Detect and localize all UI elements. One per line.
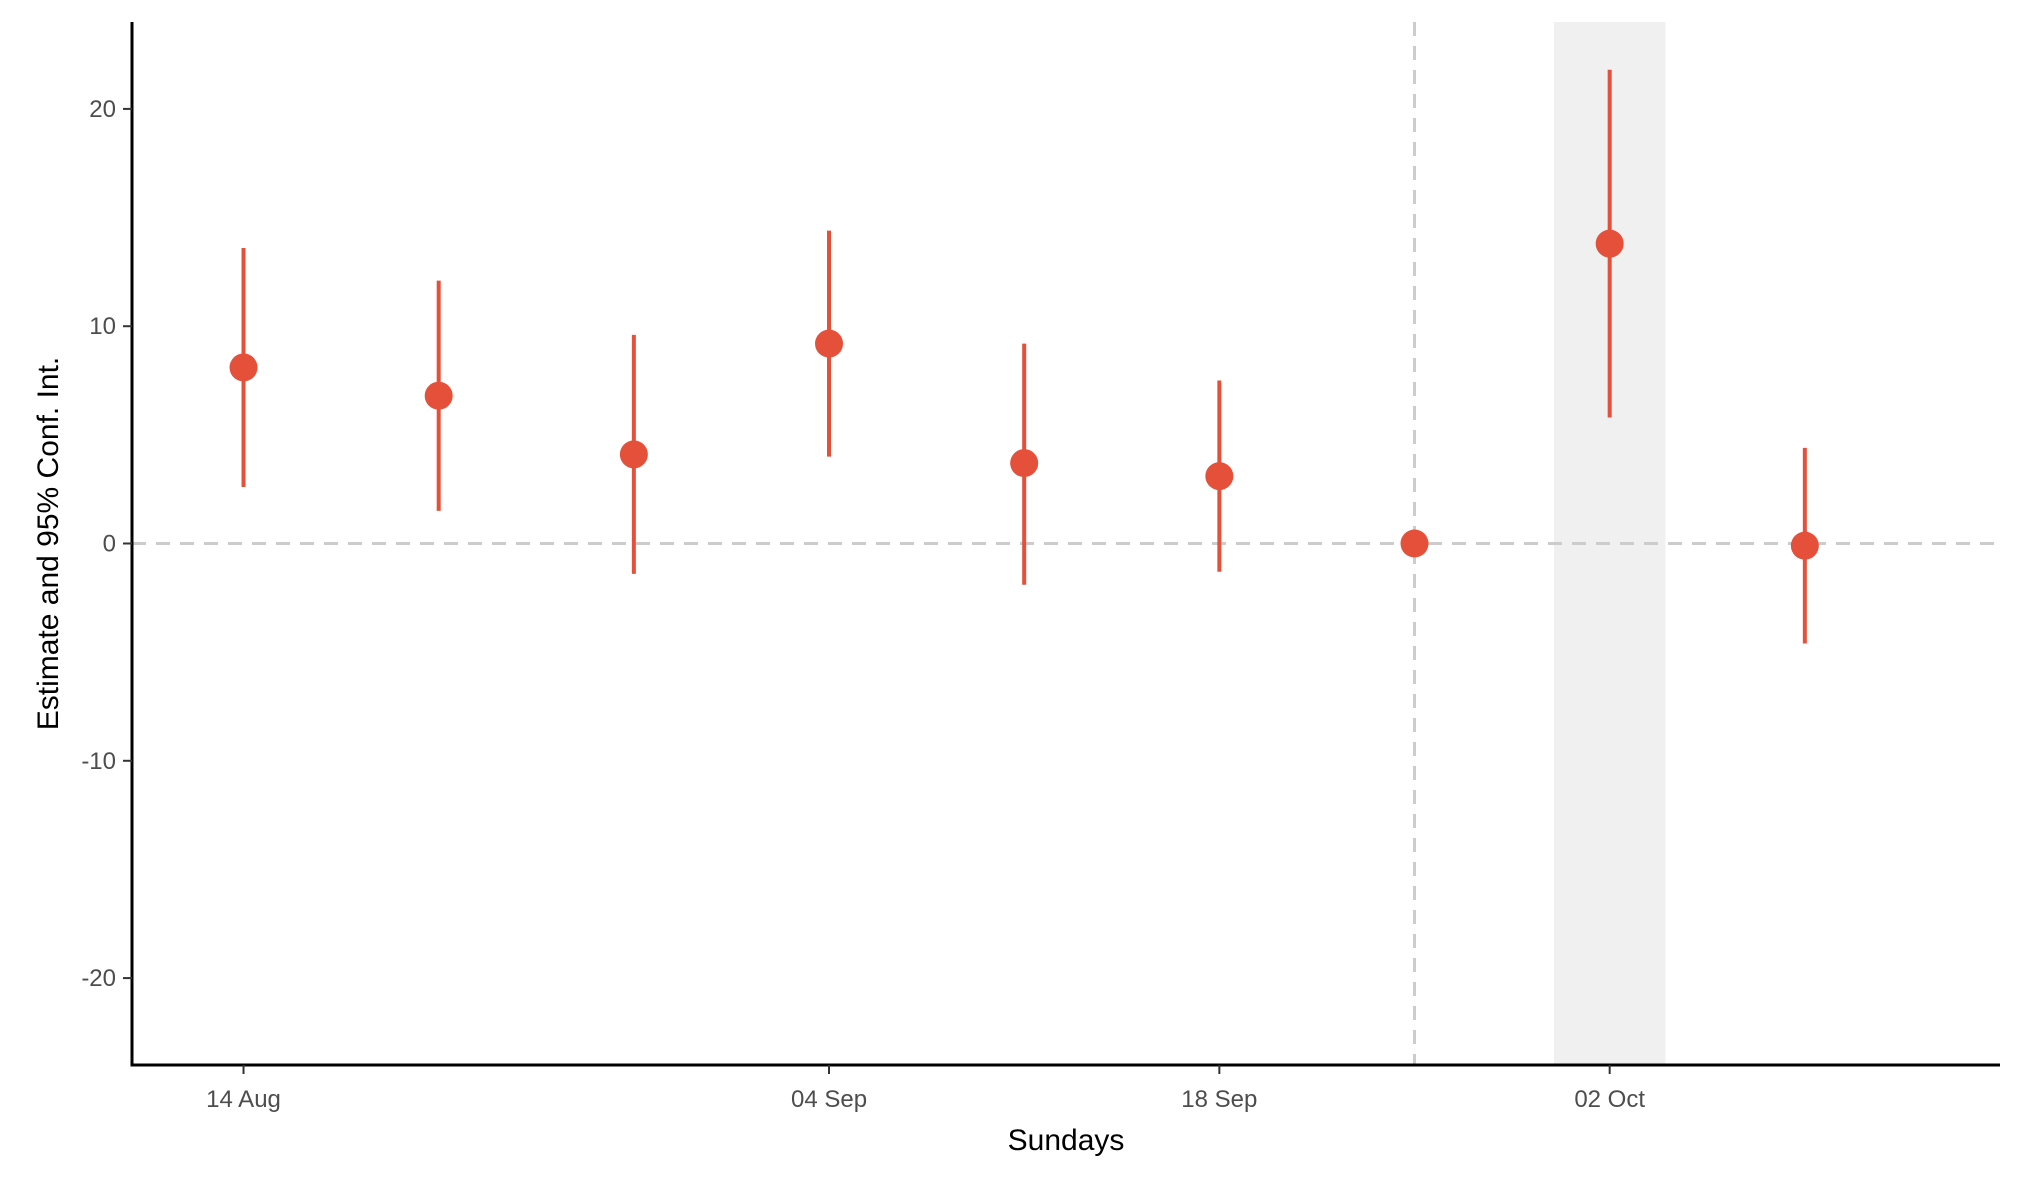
data-point [1790, 531, 1819, 560]
data-point [229, 353, 258, 382]
data-point [619, 440, 648, 469]
y-axis-title: Estimate and 95% Conf. Int. [32, 357, 65, 731]
axis-layer: -20 -10 0 10 20 14 Aug 04 Sep 18 Sep 02 Oct [81, 22, 2000, 1113]
y-tick-label: -20 [81, 965, 116, 992]
x-tick-label: 04 Sep [791, 1086, 867, 1113]
reference-line-layer [132, 22, 2000, 1065]
data-point [1595, 229, 1624, 258]
data-point [424, 381, 453, 410]
data-point [1010, 449, 1039, 478]
y-tick-label: -10 [81, 748, 116, 775]
data-point [1205, 462, 1234, 491]
data-mark-layer [229, 69, 1819, 644]
y-tick-label: 20 [89, 96, 116, 123]
data-point [815, 329, 844, 358]
x-tick-label: 14 Aug [206, 1086, 281, 1113]
y-tick-label: 10 [89, 313, 116, 340]
x-axis-title: Sundays [1008, 1124, 1125, 1157]
x-tick-label: 18 Sep [1181, 1086, 1257, 1113]
y-tick-label: 0 [103, 531, 116, 558]
x-tick-label: 02 Oct [1574, 1086, 1645, 1113]
data-point [1400, 529, 1429, 558]
